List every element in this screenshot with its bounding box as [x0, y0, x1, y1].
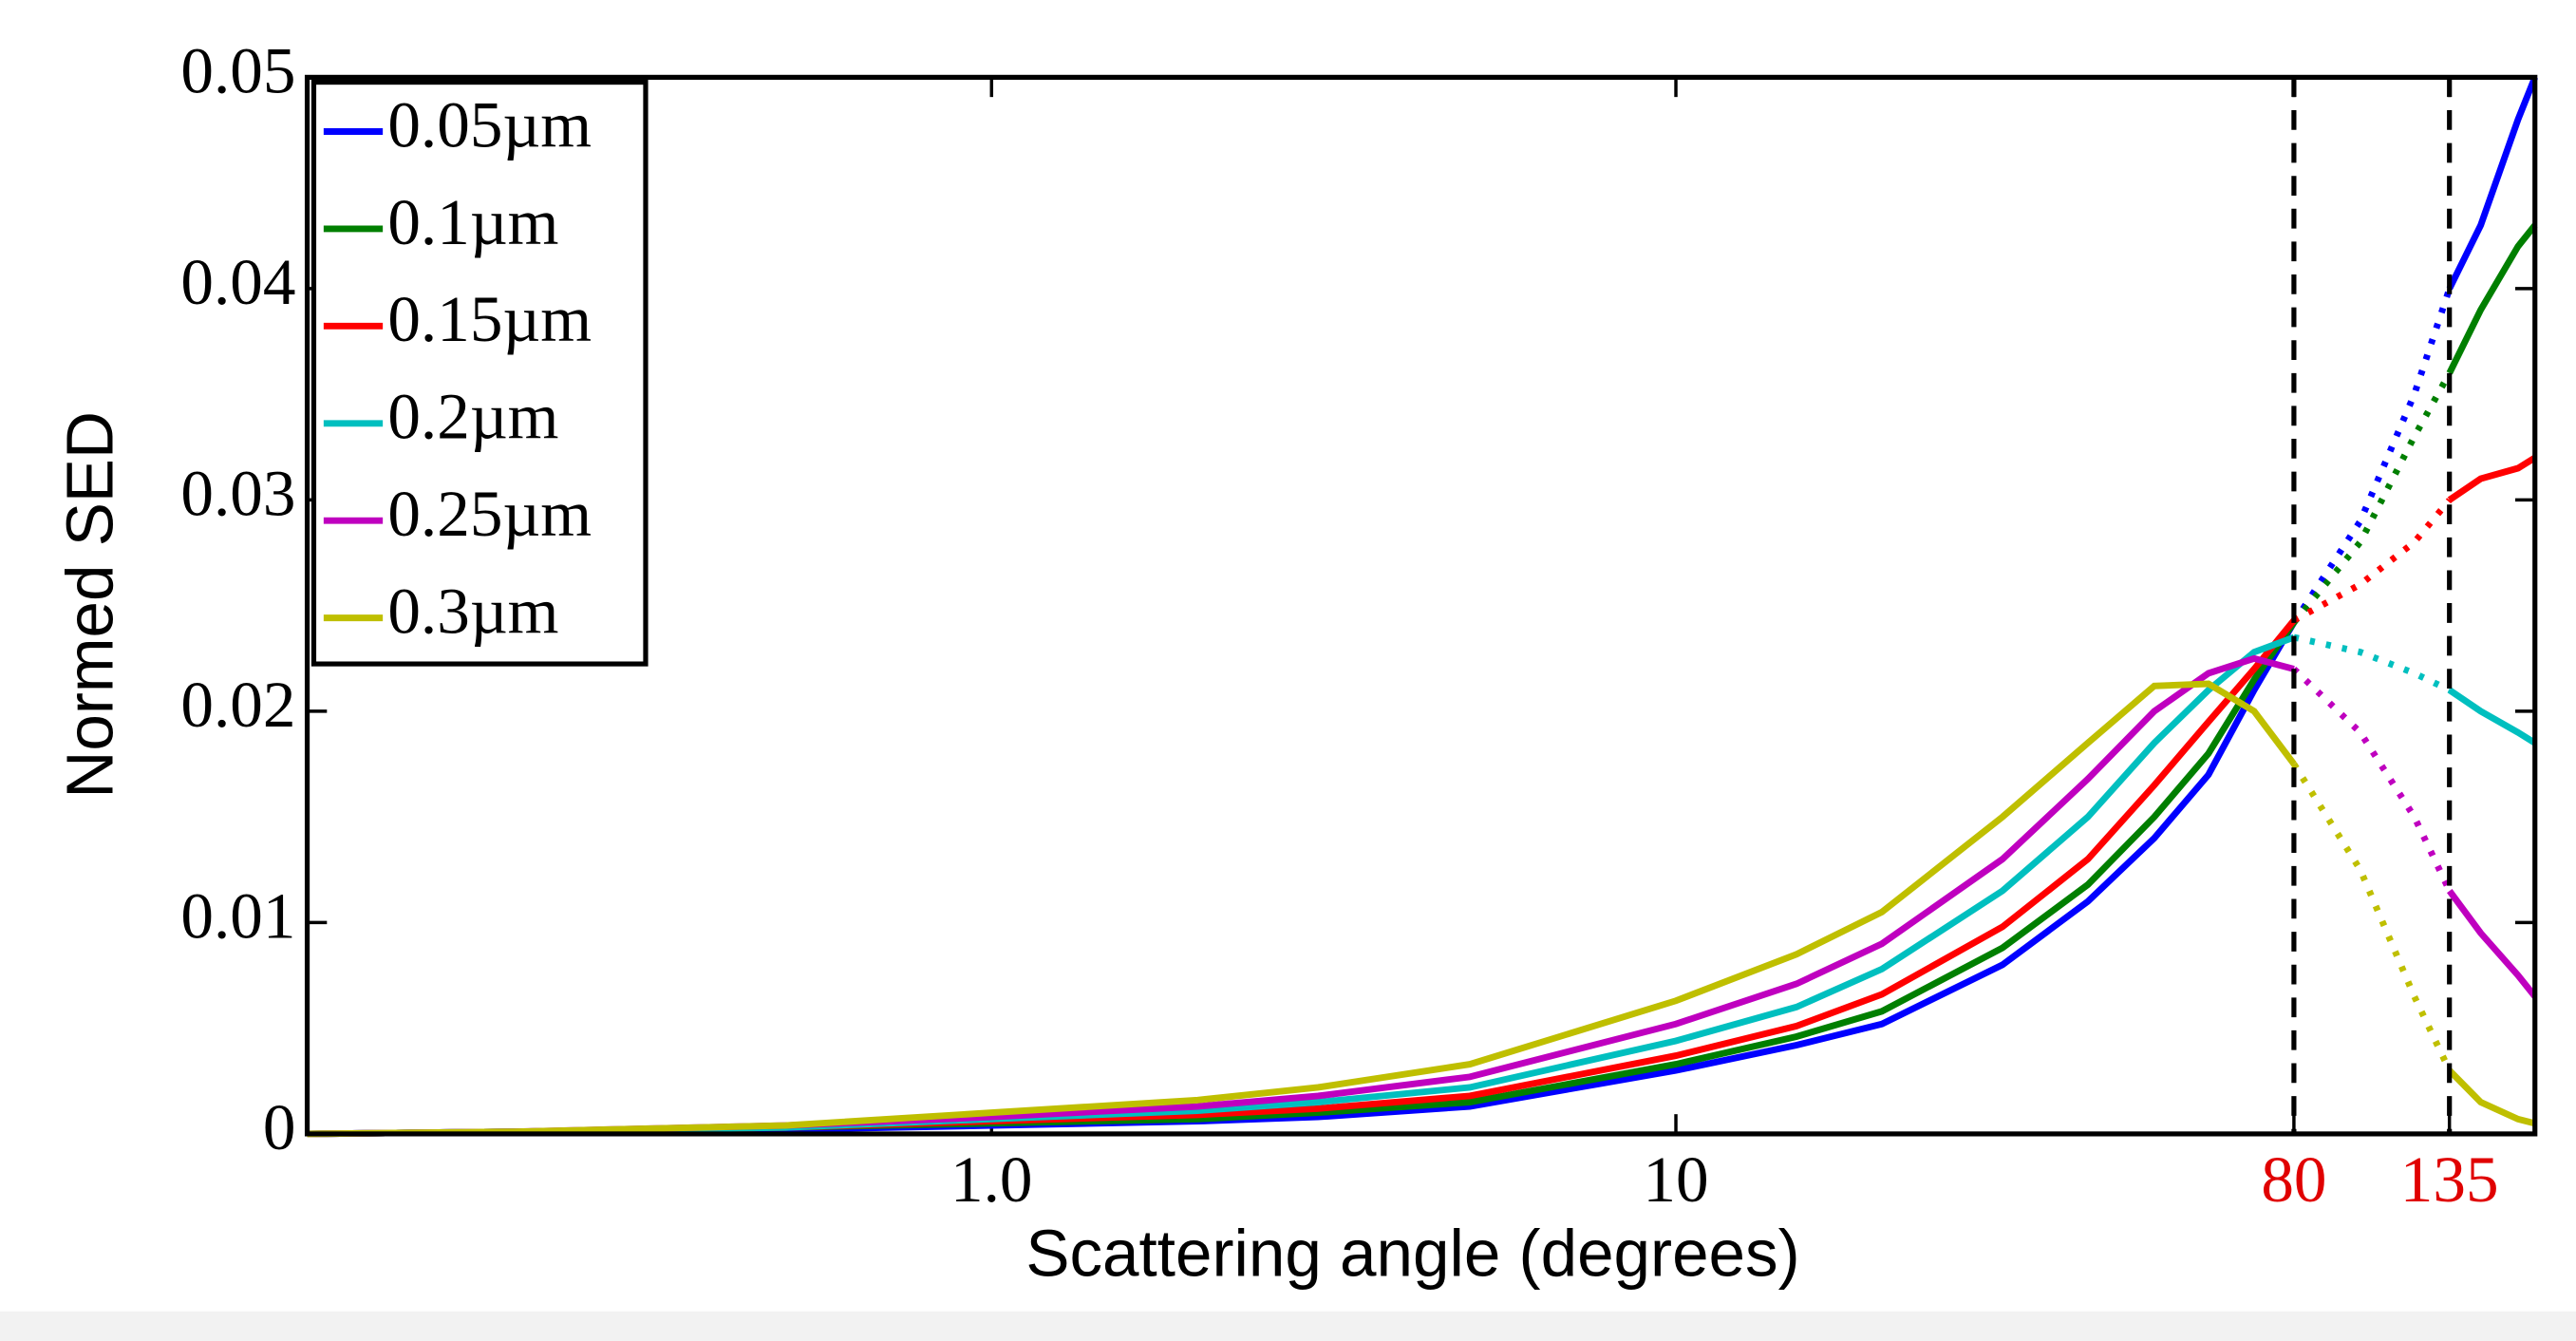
y-tick-label: 0.04	[180, 245, 295, 318]
series-line	[2291, 287, 2454, 625]
y-tick-label: 0.05	[180, 33, 295, 106]
legend-label: 0.3µm	[387, 575, 558, 648]
series-line	[2446, 888, 2538, 999]
y-tick-label: 0.03	[180, 456, 295, 529]
series-line	[2293, 633, 2452, 693]
legend-label: 0.1µm	[387, 185, 558, 258]
series-line	[2292, 498, 2453, 624]
legend-label: 0.15µm	[387, 282, 592, 355]
series-line	[2291, 371, 2453, 625]
y-axis-label: Normed SED	[53, 411, 127, 799]
x-tick-label: 80	[2261, 1143, 2326, 1216]
x-axis-label: Scattering angle (degrees)	[1025, 1217, 1799, 1291]
series-line	[2447, 454, 2537, 503]
legend-label: 0.2µm	[387, 380, 558, 453]
series-line	[307, 620, 2297, 1138]
legend-box	[310, 79, 649, 667]
series-line	[307, 633, 2296, 1138]
y-tick-label: 0.02	[180, 668, 295, 741]
series-line	[2447, 687, 2537, 746]
series-line	[2291, 666, 2453, 893]
legend-label: 0.25µm	[387, 477, 592, 550]
y-tick-label: 0	[263, 1090, 296, 1163]
series-line	[307, 680, 2297, 1138]
series-line	[2446, 222, 2538, 375]
x-tick-label: 10	[1643, 1143, 1708, 1216]
series-line	[2290, 762, 2453, 1072]
plot-frame	[304, 74, 2538, 1137]
x-tick-label: 1.0	[950, 1143, 1032, 1216]
series-line	[2447, 1067, 2536, 1127]
series-line	[307, 620, 2297, 1138]
legend-label: 0.05µm	[387, 87, 592, 161]
series-line	[2446, 76, 2538, 291]
y-tick-label: 0.01	[180, 878, 295, 952]
x-tick-label: 135	[2400, 1143, 2499, 1216]
series-line	[307, 618, 2297, 1138]
footer-bar	[0, 1311, 2576, 1341]
